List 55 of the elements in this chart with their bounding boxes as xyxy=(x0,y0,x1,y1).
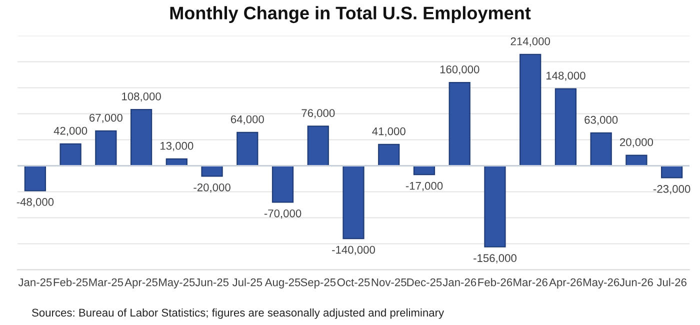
data-label: 42,000 xyxy=(54,126,88,136)
x-tick-label: Dec-25 xyxy=(407,278,442,286)
bar xyxy=(378,144,400,166)
bar xyxy=(272,165,294,203)
data-label: 108,000 xyxy=(122,92,161,102)
source-note: Sources: Bureau of Labor Statistics; figures are seasonally adjusted and preliminary xyxy=(32,308,444,319)
data-label: 13,000 xyxy=(160,142,194,152)
x-tick-label: May-26 xyxy=(583,278,620,288)
data-label: 67,000 xyxy=(89,114,122,124)
data-label: -23,000 xyxy=(653,185,690,194)
x-tick-label: May-25 xyxy=(159,278,195,288)
data-label: -140,000 xyxy=(332,246,375,256)
bar xyxy=(484,165,506,248)
data-label: 41,000 xyxy=(372,127,406,137)
bar xyxy=(130,109,152,166)
bar xyxy=(661,165,683,178)
data-label: 20,000 xyxy=(620,138,654,148)
x-tick-label: Jun-26 xyxy=(620,278,653,286)
x-tick-label: Jan-26 xyxy=(442,278,476,286)
x-tick-label: Apr-26 xyxy=(549,278,582,288)
x-tick-label: Jul-26 xyxy=(656,278,686,286)
data-label: -20,000 xyxy=(194,183,230,193)
bar xyxy=(520,54,542,166)
bar xyxy=(307,126,329,166)
data-label: -48,000 xyxy=(16,198,54,208)
x-tick-label: Mar-25 xyxy=(89,278,124,286)
chart-title: Monthly Change in Total U.S. Employment xyxy=(170,6,531,24)
x-tick-label: Feb-25 xyxy=(54,278,88,286)
x-tick-label: Oct-25 xyxy=(337,278,370,286)
data-label: 76,000 xyxy=(302,109,335,118)
data-label: 214,000 xyxy=(510,37,550,47)
data-label: 63,000 xyxy=(584,116,618,126)
x-tick-label: Jan-25 xyxy=(18,278,52,286)
bar xyxy=(554,88,577,166)
bar xyxy=(342,165,364,240)
x-tick-label: Mar-26 xyxy=(514,278,548,286)
data-label: -156,000 xyxy=(474,254,516,264)
data-label: 148,000 xyxy=(546,72,586,81)
data-label: 64,000 xyxy=(230,115,264,125)
bar xyxy=(448,82,470,166)
bar xyxy=(60,143,82,166)
x-tick-label: Nov-25 xyxy=(372,278,406,286)
bar xyxy=(24,165,46,192)
data-label: 160,000 xyxy=(440,65,480,75)
x-tick-label: Aug-25 xyxy=(264,278,300,288)
bar xyxy=(95,130,117,166)
data-label: -70,000 xyxy=(264,209,302,219)
bar xyxy=(236,132,258,166)
x-tick-label: Apr-25 xyxy=(124,278,158,288)
x-tick-label: Sep-25 xyxy=(300,278,336,288)
x-tick-label: Jul-25 xyxy=(232,278,262,286)
data-label: -17,000 xyxy=(406,182,443,192)
x-tick-label: Feb-26 xyxy=(478,278,512,286)
bar xyxy=(590,132,612,166)
x-tick-label: Jun-25 xyxy=(195,278,229,286)
